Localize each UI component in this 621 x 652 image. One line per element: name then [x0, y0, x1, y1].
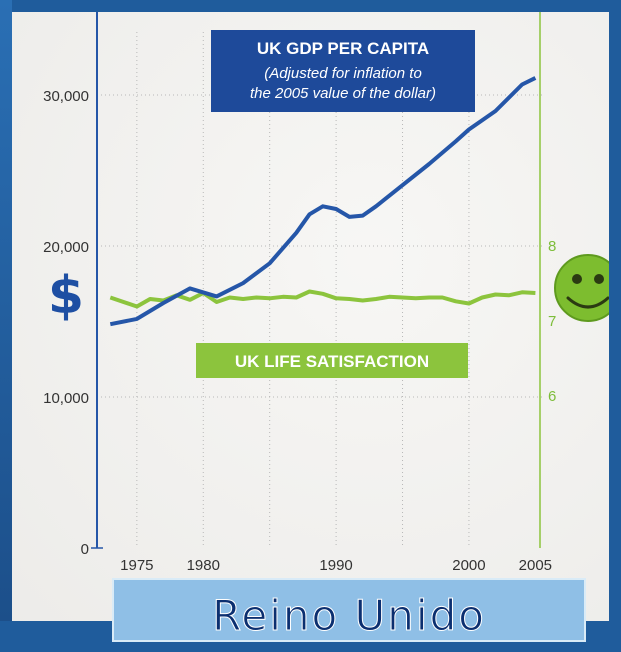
- x-tick-label: 1980: [187, 557, 220, 574]
- smiley-right-eye: [594, 274, 604, 284]
- y-right-tick-label: 6: [548, 388, 556, 405]
- smiley-face-icon: [554, 254, 609, 322]
- gdp-subtitle-line2: the 2005 value of the dollar): [250, 85, 436, 102]
- chart-frame: 0 10,000 20,000 30,000 6 7 8 1975 1980 1990 2000 20…: [12, 12, 609, 621]
- y-tick-label: 10,000: [43, 390, 89, 407]
- life-label-box: [196, 343, 468, 378]
- y-tick-label: 0: [81, 541, 89, 558]
- y-tick-label: 30,000: [43, 88, 89, 105]
- y-tick-label: 20,000: [43, 239, 89, 256]
- x-tick-label: 1975: [120, 557, 153, 574]
- gdp-title: UK GDP PER CAPITA: [257, 39, 429, 58]
- gdp-subtitle-line1: (Adjusted for inflation to: [264, 65, 422, 82]
- blue-border: [0, 0, 12, 621]
- dollar-icon: $: [48, 266, 84, 326]
- y-right-tick-label: 8: [548, 238, 556, 255]
- chart-svg: 0 10,000 20,000 30,000 6 7 8 1975 1980 1990 2000 20…: [43, 12, 609, 574]
- life-satisfaction-line: [109, 289, 536, 309]
- gdp-title-box: [211, 30, 475, 112]
- smiley-left-eye: [572, 274, 582, 284]
- x-tick-label: 2005: [519, 557, 552, 574]
- x-tick-label: 1990: [319, 557, 352, 574]
- x-tick-label: 2000: [452, 557, 485, 574]
- smiley-mouth: [566, 296, 609, 309]
- life-label: UK LIFE SATISFACTION: [235, 352, 429, 371]
- caption-label: Reino Unido: [112, 578, 586, 642]
- gdp-line: [109, 76, 537, 327]
- y-right-tick-label: 7: [548, 313, 556, 330]
